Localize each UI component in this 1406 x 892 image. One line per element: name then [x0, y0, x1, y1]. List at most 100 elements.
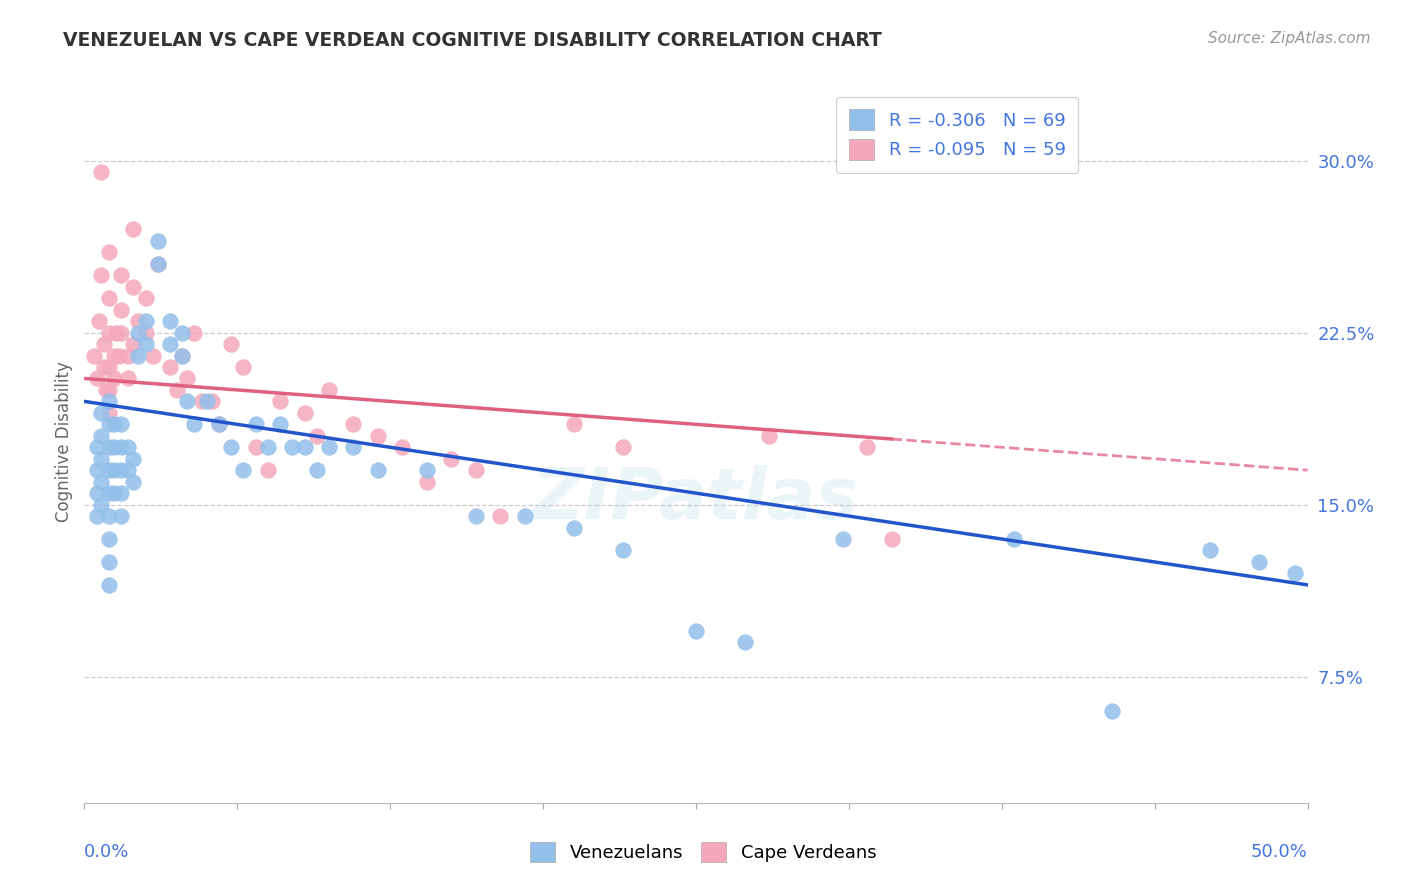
Point — [90, 429, 112, 443]
Point — [734, 635, 756, 649]
Point — [97, 486, 120, 500]
Point — [1002, 532, 1025, 546]
Point — [110, 440, 132, 454]
Point — [269, 417, 291, 432]
Point — [110, 486, 132, 500]
Point — [318, 383, 340, 397]
Point — [86, 509, 108, 524]
Point — [257, 463, 280, 477]
Point — [90, 268, 112, 283]
Point — [269, 394, 291, 409]
Point — [86, 486, 108, 500]
Point — [416, 463, 439, 477]
Point — [294, 406, 316, 420]
Legend: Venezuelans, Cape Verdeans: Venezuelans, Cape Verdeans — [523, 834, 883, 870]
Point — [97, 359, 120, 374]
Point — [166, 383, 188, 397]
Point — [97, 383, 120, 397]
Point — [685, 624, 707, 638]
Point — [416, 475, 439, 489]
Point — [103, 349, 125, 363]
Point — [96, 383, 118, 397]
Point — [758, 429, 780, 443]
Point — [208, 417, 231, 432]
Point — [86, 371, 108, 385]
Point — [97, 291, 120, 305]
Point — [612, 543, 634, 558]
Point — [562, 417, 585, 432]
Point — [176, 394, 198, 409]
Point — [110, 268, 132, 283]
Point — [172, 349, 194, 363]
Point — [513, 509, 536, 524]
Point — [127, 326, 149, 340]
Point — [245, 440, 267, 454]
Point — [93, 337, 115, 351]
Point — [117, 440, 139, 454]
Point — [90, 475, 112, 489]
Point — [117, 463, 139, 477]
Point — [103, 486, 125, 500]
Point — [367, 463, 389, 477]
Point — [97, 578, 120, 592]
Y-axis label: Cognitive Disability: Cognitive Disability — [55, 361, 73, 522]
Point — [562, 520, 585, 534]
Point — [367, 429, 389, 443]
Point — [191, 394, 214, 409]
Point — [97, 245, 120, 260]
Point — [172, 326, 194, 340]
Point — [232, 359, 254, 374]
Point — [97, 509, 120, 524]
Point — [1101, 704, 1123, 718]
Point — [294, 440, 316, 454]
Text: VENEZUELAN VS CAPE VERDEAN COGNITIVE DISABILITY CORRELATION CHART: VENEZUELAN VS CAPE VERDEAN COGNITIVE DIS… — [63, 31, 882, 50]
Point — [135, 326, 157, 340]
Point — [103, 463, 125, 477]
Point — [110, 509, 132, 524]
Point — [831, 532, 853, 546]
Point — [305, 463, 328, 477]
Point — [117, 349, 139, 363]
Point — [281, 440, 304, 454]
Point — [103, 417, 125, 432]
Point — [97, 406, 120, 420]
Point — [97, 417, 120, 432]
Point — [110, 463, 132, 477]
Point — [127, 314, 149, 328]
Point — [464, 463, 486, 477]
Point — [1284, 566, 1306, 581]
Text: 0.0%: 0.0% — [84, 843, 129, 861]
Legend: R = -0.306   N = 69, R = -0.095   N = 59: R = -0.306 N = 69, R = -0.095 N = 59 — [837, 96, 1078, 172]
Point — [103, 440, 125, 454]
Point — [107, 349, 129, 363]
Point — [122, 222, 145, 236]
Point — [172, 349, 194, 363]
Point — [176, 371, 198, 385]
Point — [86, 440, 108, 454]
Point — [219, 440, 242, 454]
Point — [146, 257, 169, 271]
Point — [122, 451, 145, 466]
Point — [391, 440, 413, 454]
Point — [83, 349, 105, 363]
Point — [159, 359, 181, 374]
Point — [318, 440, 340, 454]
Point — [1198, 543, 1220, 558]
Point — [464, 509, 486, 524]
Point — [305, 429, 328, 443]
Point — [135, 337, 157, 351]
Point — [219, 337, 242, 351]
Point — [245, 417, 267, 432]
Point — [489, 509, 512, 524]
Point — [110, 417, 132, 432]
Point — [232, 463, 254, 477]
Point — [90, 406, 112, 420]
Point — [90, 165, 112, 179]
Point — [200, 394, 222, 409]
Point — [183, 326, 205, 340]
Point — [87, 314, 110, 328]
Point — [146, 234, 169, 248]
Point — [159, 314, 181, 328]
Text: 50.0%: 50.0% — [1251, 843, 1308, 861]
Point — [97, 532, 120, 546]
